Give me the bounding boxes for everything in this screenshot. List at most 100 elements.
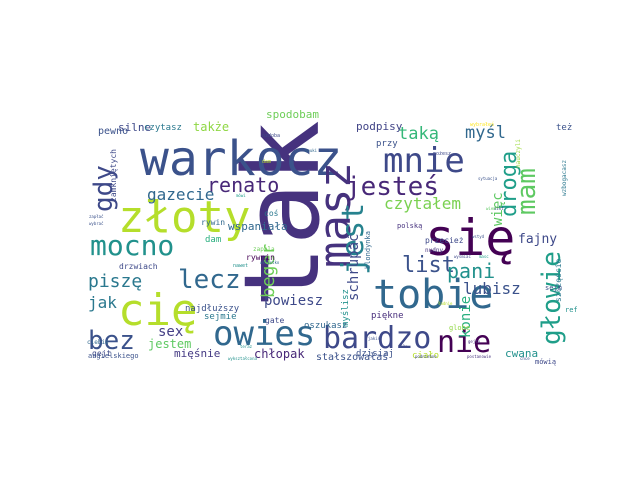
cloud-word: cwana xyxy=(505,347,538,360)
cloud-word: wiem xyxy=(486,206,496,211)
cloud-word: mięśnie xyxy=(174,347,220,360)
cloud-word: droga xyxy=(497,151,522,217)
cloud-word: także xyxy=(193,120,229,134)
cloud-word: masc xyxy=(479,254,489,259)
cloud-word: rywin xyxy=(201,218,225,227)
cloud-word: sejm xyxy=(545,284,562,292)
cloud-word: podpisy xyxy=(356,120,403,133)
cloud-word: chłopak xyxy=(254,347,305,361)
cloud-word: zapala xyxy=(253,246,275,253)
cloud-word: fajny xyxy=(518,232,557,247)
cloud-word: zamkniętych xyxy=(109,149,118,202)
cloud-word: wzbogacasz xyxy=(561,159,568,196)
cloud-word: mówi xyxy=(236,193,246,198)
cloud-word: złoty xyxy=(118,192,250,243)
cloud-word: renato xyxy=(207,173,279,197)
cloud-word: konie xyxy=(458,296,474,338)
cloud-word: polską xyxy=(397,222,422,230)
cloud-word: gejtu xyxy=(468,339,481,344)
cloud-word: pani xyxy=(447,259,495,283)
cloud-word: wstyd xyxy=(472,234,485,239)
cloud-word: wszystko xyxy=(260,260,280,265)
cloud-word: gejt xyxy=(92,349,111,358)
cloud-word: dzisiaj xyxy=(356,349,394,359)
cloud-word: przecież xyxy=(425,236,464,245)
cloud-word: oszukasz xyxy=(304,321,347,331)
cloud-word: wybrałeś xyxy=(470,121,494,128)
cloud-word: czytasz xyxy=(144,123,182,133)
cloud-word: angielskiego xyxy=(88,352,139,360)
cloud-word: spodobam xyxy=(266,108,319,121)
cloud-word: nawet xyxy=(233,263,248,269)
cloud-word: mocno xyxy=(90,229,174,262)
cloud-word: jak xyxy=(88,293,117,312)
cloud-word: myśl xyxy=(465,123,506,143)
cloud-word: dam xyxy=(262,159,271,165)
cloud-word: przy xyxy=(376,139,398,149)
cloud-word: głowie xyxy=(537,251,567,345)
cloud-word: wybrać xyxy=(89,221,104,226)
cloud-word: mam xyxy=(512,168,542,215)
cloud-word: masz xyxy=(310,162,361,268)
cloud-word: jesteś xyxy=(345,172,439,202)
cloud-word: bardzo xyxy=(323,321,431,356)
cloud-word: taką xyxy=(398,124,439,144)
cloud-word: też xyxy=(556,123,572,133)
cloud-word: nudny xyxy=(425,247,443,254)
cloud-word: dam xyxy=(205,235,221,245)
cloud-word: nie xyxy=(437,325,491,360)
cloud-word: lecz xyxy=(178,265,241,295)
cloud-word: sejmie xyxy=(204,312,237,322)
cloud-word: drzwiach xyxy=(119,262,158,271)
cloud-word: wspaniała xyxy=(228,220,288,233)
cloud-word: jakiś xyxy=(368,336,381,341)
cloud-word: schrupać xyxy=(346,234,362,301)
cloud-word: blondynka xyxy=(364,231,372,269)
cloud-word: tak xyxy=(221,120,343,308)
cloud-word: szczęście xyxy=(553,258,563,302)
cloud-word: silne xyxy=(118,121,151,134)
cloud-word: cię xyxy=(118,285,197,336)
cloud-word: nauczyli xyxy=(515,139,522,168)
cloud-word: najdłuższy xyxy=(185,304,240,314)
cloud-word: piękne xyxy=(371,311,404,321)
cloud-word: gdy xyxy=(89,165,119,212)
cloud-word: ładnie xyxy=(438,301,453,306)
cloud-word: gazecie xyxy=(147,185,214,204)
cloud-word: ciebie xyxy=(87,339,109,346)
cloud-word: myślisz xyxy=(340,289,351,327)
cloud-word: ozdoba xyxy=(262,133,280,139)
cloud-word: wyśmiać xyxy=(454,254,471,259)
cloud-word: mnie xyxy=(383,141,465,181)
cloud-word: sex xyxy=(158,324,183,340)
cloud-word: tobie xyxy=(373,272,493,318)
cloud-word: ref xyxy=(565,306,578,314)
cloud-word: chce xyxy=(520,356,530,361)
cloud-word: się xyxy=(425,209,515,267)
cloud-word: teraz xyxy=(240,344,253,349)
cloud-word: list xyxy=(402,253,455,278)
cloud-word: piszę xyxy=(88,271,142,292)
cloud-word: bez xyxy=(88,326,135,356)
cloud-word: owies xyxy=(213,314,315,354)
cloud-word: nauki xyxy=(305,148,318,153)
cloud-word: stałszowałaś xyxy=(316,351,388,363)
cloud-word: postanowie xyxy=(467,354,492,359)
cloud-word: coś xyxy=(264,208,279,218)
cloud-word: rywnin xyxy=(246,253,275,262)
cloud-word: nikt xyxy=(494,206,504,211)
cloud-word: sytuacja xyxy=(478,176,498,181)
cloud-word: ciało xyxy=(412,351,439,361)
cloud-word: jest xyxy=(336,203,371,275)
cloud-word: możesz xyxy=(433,151,451,157)
cloud-word: lubisz xyxy=(463,279,521,298)
cloud-word: podniebne xyxy=(415,354,437,359)
cloud-word: jestem xyxy=(148,337,191,351)
cloud-word: pewno xyxy=(98,126,128,137)
cloud-word: warkocz xyxy=(140,131,342,187)
cloud-word: mówią xyxy=(535,358,556,366)
cloud-word: zapłać xyxy=(89,214,104,219)
cloud-word: siła xyxy=(398,344,408,349)
cloud-word: powiesz xyxy=(264,293,323,309)
